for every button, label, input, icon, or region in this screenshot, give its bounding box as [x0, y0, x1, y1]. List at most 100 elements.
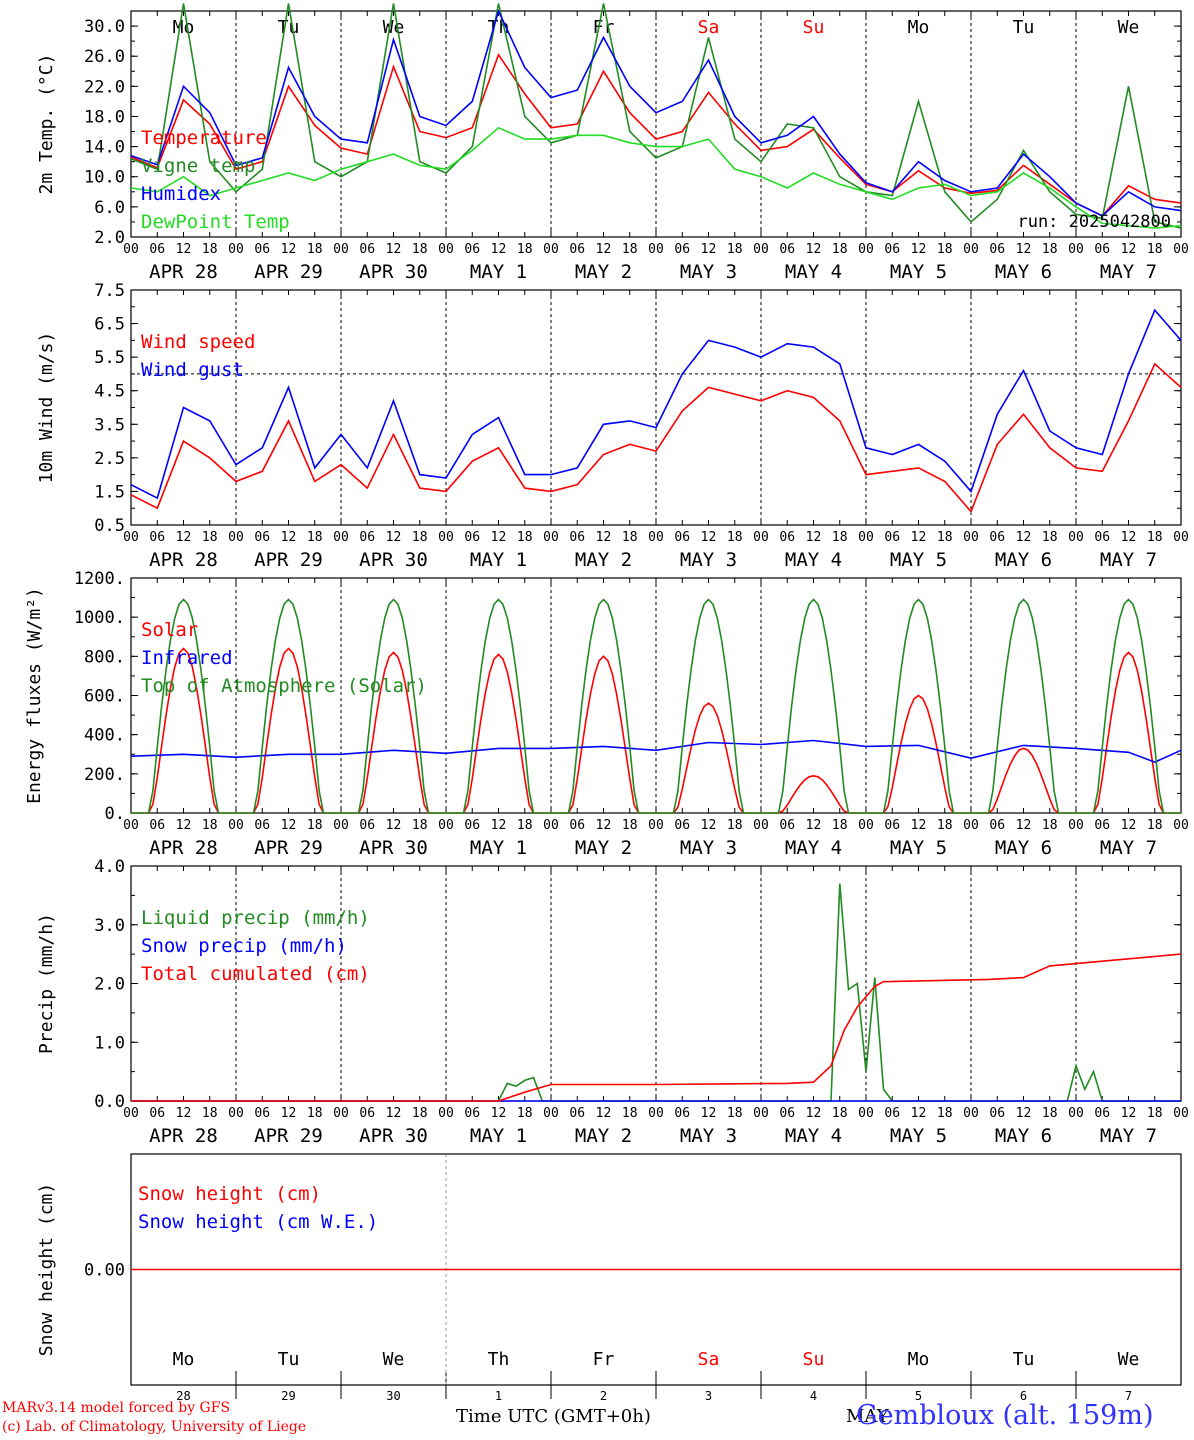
hour-tick-label: 12 — [1121, 530, 1137, 545]
hour-tick-label: 12 — [596, 530, 612, 545]
hour-tick-label: 18 — [202, 818, 218, 833]
hour-tick-label: 00 — [438, 530, 454, 545]
day-name-label: Mo — [908, 1349, 930, 1370]
hour-tick-label: 06 — [569, 242, 585, 257]
hour-tick-label: 18 — [622, 1106, 638, 1121]
hour-tick-label: 18 — [622, 818, 638, 833]
hour-tick-label: 18 — [622, 242, 638, 257]
hour-tick-label: 06 — [674, 1106, 690, 1121]
hour-tick-label: 06 — [254, 1106, 270, 1121]
hour-tick-label: 06 — [1094, 530, 1110, 545]
date-label: APR 28 — [149, 549, 218, 571]
hour-tick-label: 00 — [333, 818, 349, 833]
hour-tick-label: 12 — [491, 242, 507, 257]
hour-tick-label: 12 — [1016, 818, 1032, 833]
hour-tick-label: 06 — [884, 530, 900, 545]
hour-tick-label: 18 — [1147, 1106, 1163, 1121]
hour-tick-label: 06 — [254, 530, 270, 545]
hour-tick-label: 18 — [832, 530, 848, 545]
day-name-label: Mo — [908, 17, 930, 38]
day-name-label: We — [383, 17, 405, 38]
hour-tick-label: 06 — [359, 1106, 375, 1121]
series-line-top-of-atmosphere-solar- — [131, 598, 1181, 814]
date-label: MAY 5 — [890, 837, 947, 859]
y-tick-label: 6.5 — [94, 315, 125, 335]
date-label: APR 30 — [359, 837, 428, 859]
day-name-label: Tu — [278, 1349, 300, 1370]
hour-tick-label: 18 — [307, 1106, 323, 1121]
day-number-label: 29 — [281, 1389, 295, 1403]
y-tick-label: 4.0 — [94, 857, 125, 877]
date-label: MAY 3 — [680, 837, 737, 859]
day-number-label: 4 — [810, 1389, 817, 1403]
date-label: MAY 4 — [785, 261, 842, 283]
hour-tick-label: 18 — [517, 818, 533, 833]
day-name-label: We — [383, 1349, 405, 1370]
date-label: APR 29 — [254, 1125, 323, 1147]
day-name-label: Th — [488, 1349, 510, 1370]
hour-tick-label: 12 — [176, 1106, 192, 1121]
hour-tick-label: 12 — [281, 1106, 297, 1121]
hour-tick-label: 18 — [202, 530, 218, 545]
legend-entry: Humidex — [141, 183, 221, 205]
hour-tick-label: 12 — [386, 530, 402, 545]
hour-tick-label: 06 — [254, 818, 270, 833]
day-name-label: Fr — [593, 1349, 615, 1370]
hour-tick-label: 12 — [1121, 818, 1137, 833]
y-tick-label: 6.0 — [94, 198, 125, 218]
y-axis-title: 10m Wind (m/s) — [36, 332, 57, 484]
y-tick-label: 1000. — [74, 608, 125, 628]
day-number-label: 5 — [915, 1389, 922, 1403]
date-label: MAY 1 — [470, 549, 527, 571]
date-label: MAY 2 — [575, 837, 632, 859]
series-line-wind-gust — [130, 308, 1182, 500]
y-tick-label: 3.0 — [94, 916, 125, 936]
hour-tick-label: 18 — [622, 530, 638, 545]
hour-tick-label: 00 — [858, 1106, 874, 1121]
legend-entry: Solar — [141, 619, 198, 641]
hour-tick-label: 12 — [1121, 1106, 1137, 1121]
date-label: MAY 7 — [1100, 837, 1157, 859]
y-tick-label: 2.0 — [94, 228, 125, 248]
hour-tick-label: 00 — [228, 818, 244, 833]
date-label: MAY 5 — [890, 261, 947, 283]
legend-entry: Infrared — [141, 647, 233, 669]
date-label: APR 29 — [254, 837, 323, 859]
hour-tick-label: 06 — [359, 530, 375, 545]
day-name-label: Mo — [173, 1349, 195, 1370]
hour-tick-label: 00 — [963, 818, 979, 833]
hour-tick-label: 00 — [963, 530, 979, 545]
hour-tick-label: 12 — [491, 530, 507, 545]
date-label: MAY 3 — [680, 1125, 737, 1147]
hour-tick-label: 00 — [1173, 530, 1189, 545]
hour-tick-label: 06 — [569, 818, 585, 833]
hour-tick-label: 06 — [779, 242, 795, 257]
hour-tick-label: 06 — [569, 530, 585, 545]
hour-tick-label: 12 — [386, 1106, 402, 1121]
hour-tick-label: 18 — [307, 242, 323, 257]
hour-tick-label: 12 — [386, 242, 402, 257]
hour-tick-label: 06 — [884, 818, 900, 833]
day-number-label: 1 — [495, 1389, 502, 1403]
hour-tick-label: 12 — [911, 818, 927, 833]
hour-tick-label: 00 — [123, 818, 139, 833]
y-tick-label: 3.5 — [94, 415, 125, 435]
date-label: MAY 4 — [785, 837, 842, 859]
legend-entry: Snow height (cm W.E.) — [138, 1211, 378, 1233]
hour-tick-label: 00 — [858, 242, 874, 257]
day-number-label: 7 — [1125, 1389, 1132, 1403]
day-name-label: Su — [803, 17, 825, 38]
y-axis-title: 2m Temp. (°C) — [36, 54, 57, 195]
day-name-label: We — [1118, 17, 1140, 38]
y-tick-label: 0. — [105, 804, 125, 824]
hour-tick-label: 12 — [911, 1106, 927, 1121]
hour-tick-label: 00 — [1173, 1106, 1189, 1121]
hour-tick-label: 06 — [779, 530, 795, 545]
hour-tick-label: 00 — [648, 818, 664, 833]
hour-tick-label: 00 — [333, 1106, 349, 1121]
hour-tick-label: 00 — [543, 530, 559, 545]
hour-tick-label: 00 — [648, 1106, 664, 1121]
hour-tick-label: 18 — [307, 530, 323, 545]
hour-tick-label: 06 — [779, 1106, 795, 1121]
hour-tick-label: 12 — [491, 1106, 507, 1121]
